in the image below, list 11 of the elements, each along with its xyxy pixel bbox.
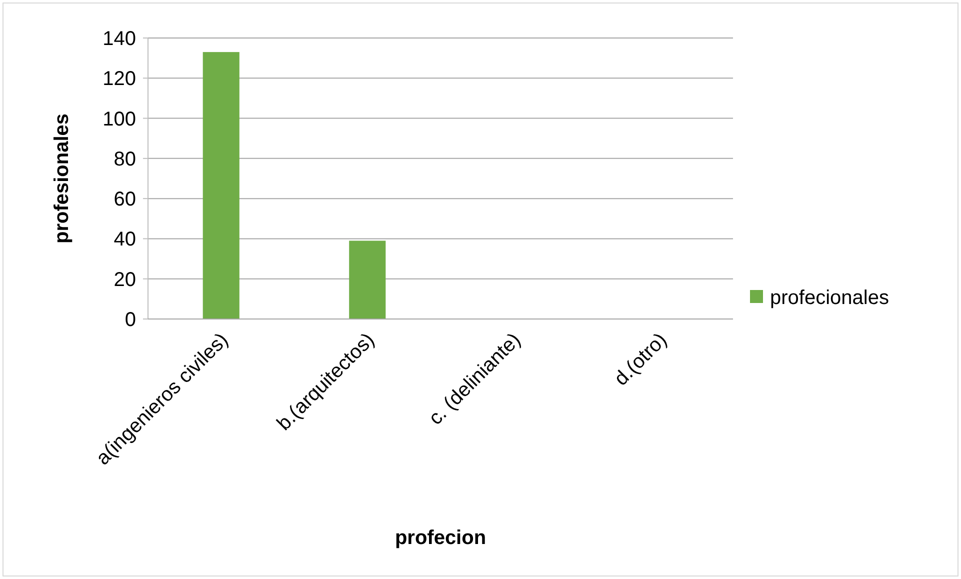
- y-tick-label: 120: [102, 68, 136, 90]
- y-tick-label: 20: [114, 268, 136, 291]
- y-tick-label: 60: [114, 188, 136, 211]
- legend-label: profecionales: [770, 287, 889, 309]
- y-tick-label: 40: [114, 228, 136, 251]
- y-tick-label: 100: [102, 108, 136, 130]
- y-axis-title: profesionales: [51, 113, 73, 244]
- y-tick-label: 140: [102, 28, 136, 50]
- y-tick-label: 80: [114, 148, 136, 170]
- y-tick-label: 0: [124, 309, 136, 331]
- x-axis-title: profecion: [394, 527, 486, 549]
